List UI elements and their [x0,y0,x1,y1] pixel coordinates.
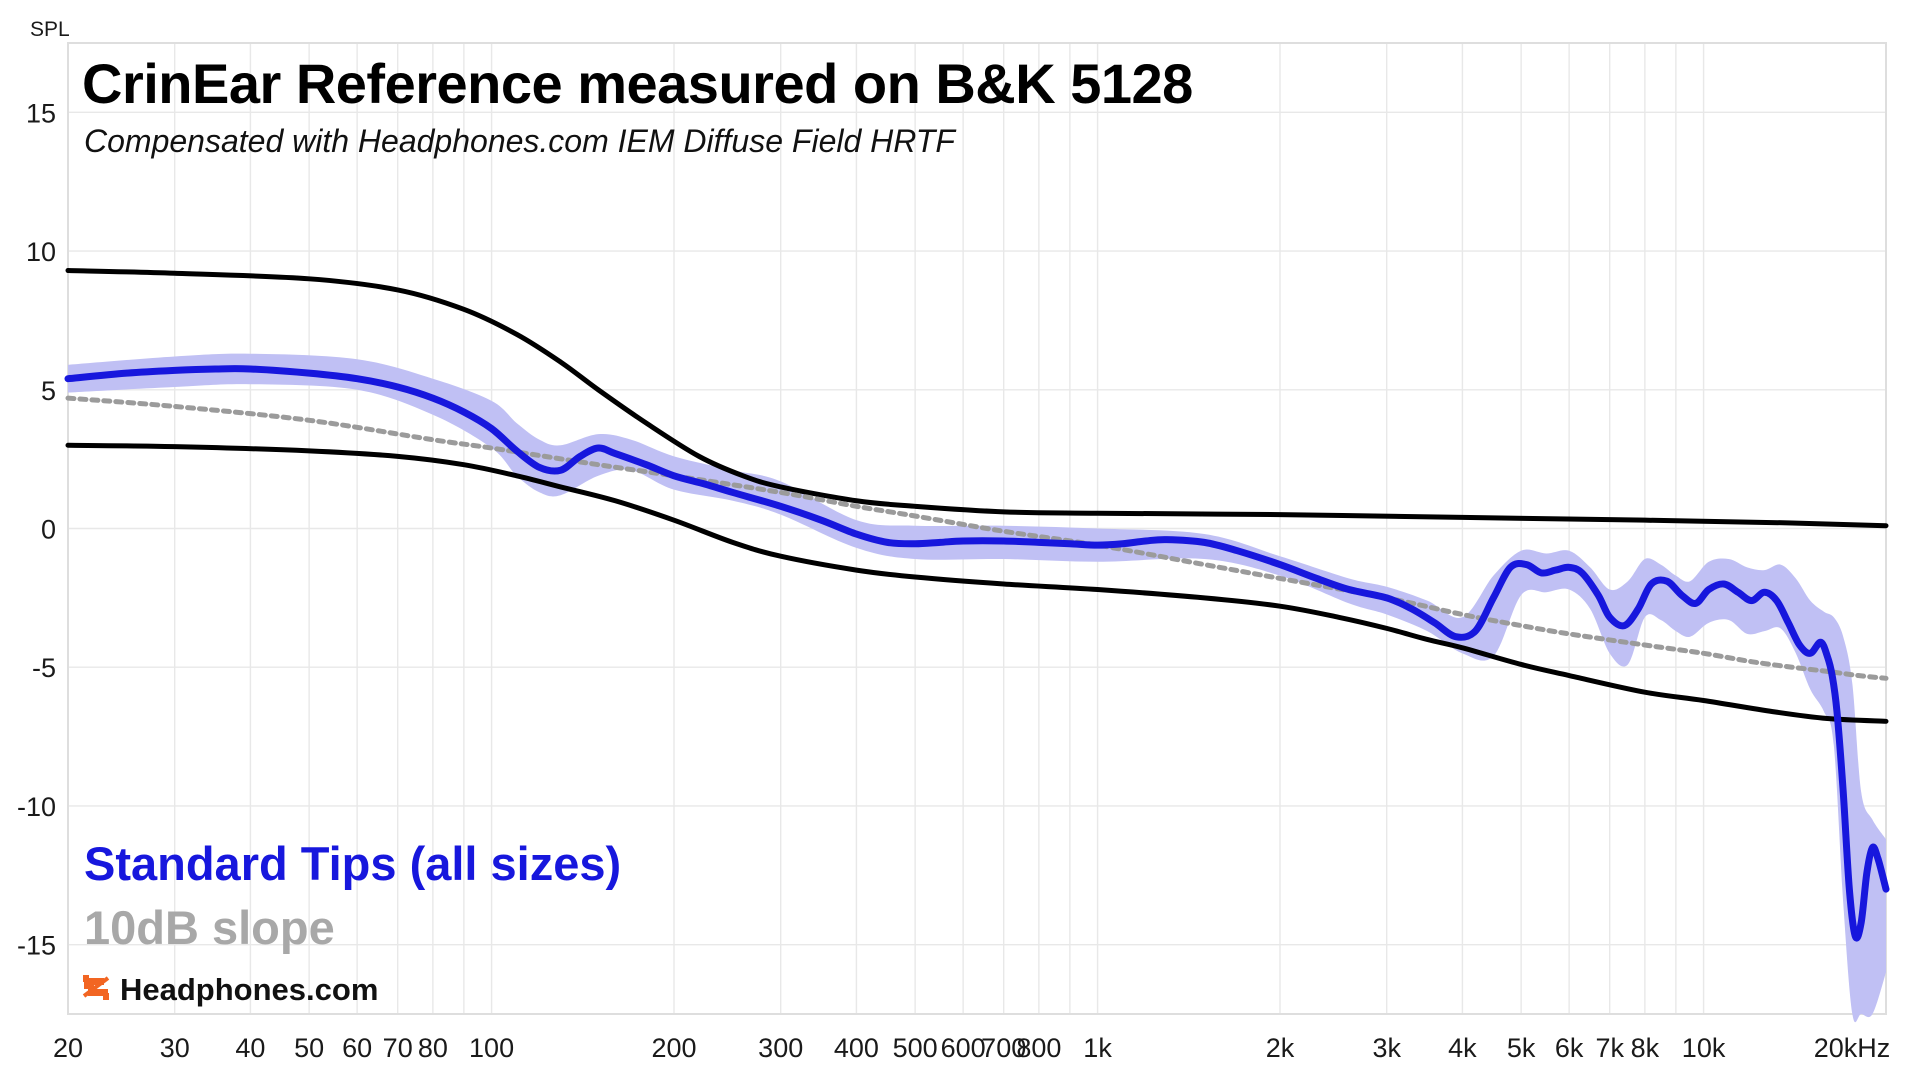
headphones-logo-icon [82,975,110,1000]
y-axis-tick-labels: 15 10 5 0 -5 -10 -15 [17,98,56,960]
x-tick-label: 800 [1016,1033,1061,1063]
x-tick-label: 30 [160,1033,190,1063]
page-title: CrinEar Reference measured on B&K 5128 [82,52,1193,115]
x-tick-label: 6k [1555,1033,1584,1063]
x-tick-label: 200 [651,1033,696,1063]
brand-name: Headphones.com [120,972,378,1007]
x-tick-label: 20kHz [1814,1033,1891,1063]
y-tick-label: 0 [41,515,56,545]
x-tick-label: 2k [1266,1033,1295,1063]
x-tick-label: 3k [1372,1033,1401,1063]
x-tick-label: 700 [981,1033,1026,1063]
x-tick-label: 7k [1595,1033,1624,1063]
x-tick-label: 60 [342,1033,372,1063]
y-tick-label: 15 [26,98,56,128]
x-tick-label: 40 [235,1033,265,1063]
y-tick-label: -15 [17,931,56,961]
target-slope-line [65,395,1889,681]
measurement-curve [64,365,1890,942]
tolerance-bound-lines [65,267,1889,724]
x-tick-label: 80 [418,1033,448,1063]
y-axis-caption: SPL [30,18,70,41]
y-tick-label: 5 [41,376,56,406]
page-subtitle: Compensated with Headphones.com IEM Diff… [84,123,957,159]
legend-series-label: Standard Tips (all sizes) [84,837,621,890]
x-tick-label: 500 [893,1033,938,1063]
x-tick-label: 50 [294,1033,324,1063]
y-tick-label: -10 [17,792,56,822]
x-tick-label: 4k [1448,1033,1477,1063]
plot-border [67,42,1887,1015]
x-tick-label: 10k [1682,1033,1726,1063]
x-tick-label: 20 [53,1033,83,1063]
x-tick-label: 300 [758,1033,803,1063]
x-tick-label: 5k [1507,1033,1536,1063]
x-tick-label: 1k [1083,1033,1112,1063]
y-tick-label: 10 [26,237,56,267]
legend-target-label: 10dB slope [84,901,335,954]
x-tick-label: 8k [1631,1033,1660,1063]
y-tick-label: -5 [32,653,56,683]
x-tick-label: 400 [834,1033,879,1063]
x-tick-label: 100 [469,1033,514,1063]
x-tick-label: 600 [941,1033,986,1063]
x-tick-label: 70 [383,1033,413,1063]
